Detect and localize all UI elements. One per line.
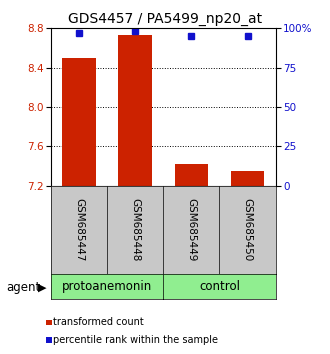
- Text: GDS4457 / PA5499_np20_at: GDS4457 / PA5499_np20_at: [68, 12, 262, 27]
- Text: agent: agent: [7, 281, 41, 294]
- Bar: [62, 58, 96, 186]
- Text: GSM685448: GSM685448: [130, 198, 140, 262]
- Text: GSM685450: GSM685450: [243, 199, 252, 262]
- Bar: [118, 35, 152, 186]
- Bar: [231, 171, 264, 186]
- Text: ▶: ▶: [38, 282, 47, 292]
- Text: protoanemonin: protoanemonin: [62, 280, 152, 293]
- Text: GSM685449: GSM685449: [186, 198, 196, 262]
- Text: control: control: [199, 280, 240, 293]
- Text: GSM685447: GSM685447: [74, 198, 84, 262]
- Text: transformed count: transformed count: [53, 318, 144, 327]
- Text: percentile rank within the sample: percentile rank within the sample: [53, 335, 218, 345]
- Bar: [175, 164, 208, 186]
